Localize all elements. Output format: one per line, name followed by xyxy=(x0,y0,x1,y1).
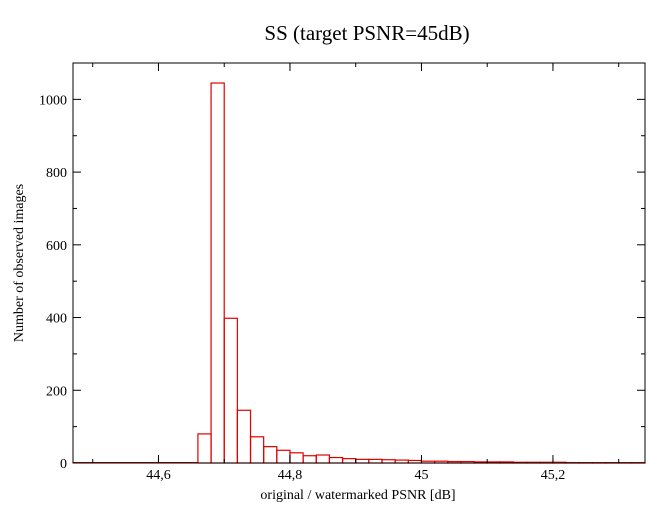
x-axis-label: original / watermarked PSNR [dB] xyxy=(260,488,455,503)
histogram-bar-1 xyxy=(210,82,225,464)
histogram-bar-2 xyxy=(223,317,238,464)
chart-title: SS (target PSNR=45dB) xyxy=(264,21,469,45)
histogram-bar-4 xyxy=(249,436,265,464)
plot-frame xyxy=(72,62,646,464)
histogram-bar-11 xyxy=(341,458,357,464)
histogram-bar-3 xyxy=(236,409,252,464)
histogram-bar-0 xyxy=(197,433,212,464)
x-axis-ticks: 44,6 44,8 45 45,2 xyxy=(92,63,620,483)
x-tick-label: 44,6 xyxy=(146,468,171,483)
y-tick-label: 400 xyxy=(46,312,67,327)
histogram-bar-8 xyxy=(302,455,317,464)
histogram-bar-13 xyxy=(368,458,383,464)
y-tick-label: 1000 xyxy=(39,93,67,108)
y-axis-label: Number of observed images xyxy=(12,184,27,342)
histogram-bar-6 xyxy=(276,449,291,464)
histogram-bar-9 xyxy=(315,454,331,464)
y-axis-ticks: 0 200 400 600 800 1000 xyxy=(39,62,645,472)
x-tick-label: 44,8 xyxy=(278,468,303,483)
histogram-bar-10 xyxy=(328,456,344,464)
histogram-bar-5 xyxy=(263,446,278,464)
histogram-bar-7 xyxy=(289,452,304,464)
x-tick-label: 45 xyxy=(414,468,428,483)
y-tick-label: 800 xyxy=(46,166,67,181)
y-tick-label: 0 xyxy=(60,457,67,472)
histogram-bars xyxy=(73,82,646,464)
y-tick-label: 200 xyxy=(46,384,67,399)
y-tick-label: 600 xyxy=(46,239,67,254)
histogram-bar-12 xyxy=(355,458,370,464)
x-tick-label: 45,2 xyxy=(541,468,566,483)
